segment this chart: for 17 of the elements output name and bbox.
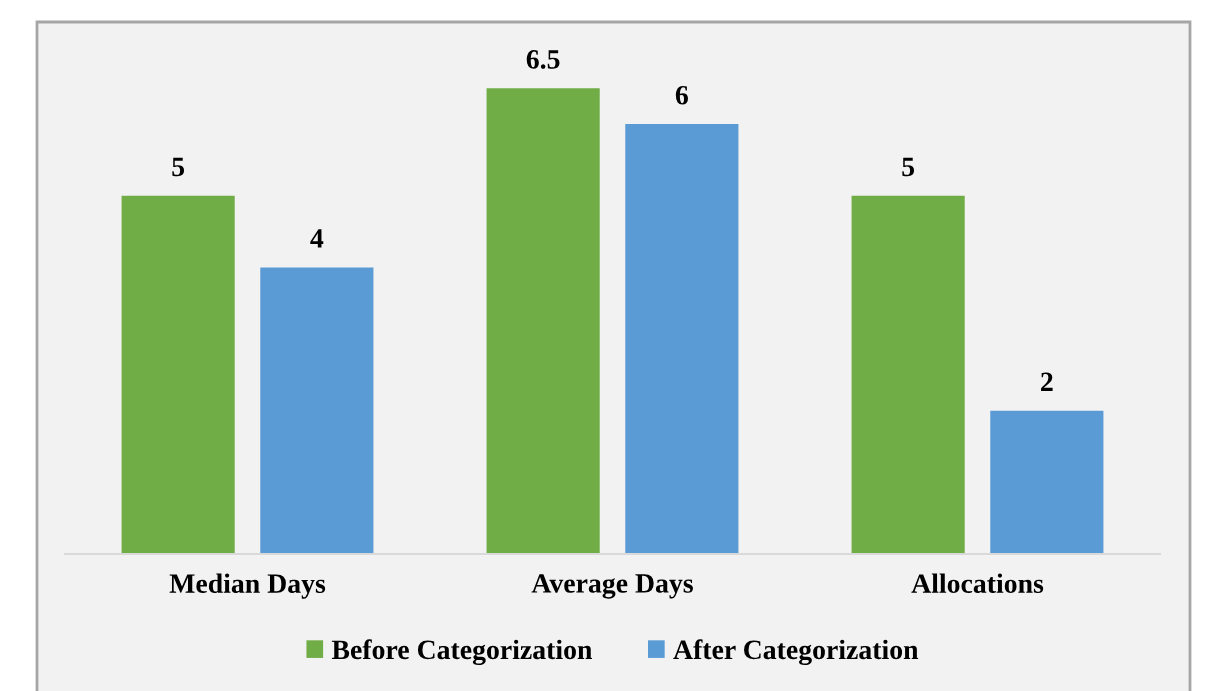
bar: [486, 88, 600, 554]
bar: [625, 124, 739, 554]
bar: [990, 410, 1104, 554]
bar: [851, 195, 965, 554]
x-tick-label: Average Days: [531, 574, 693, 599]
bar: [260, 267, 374, 554]
x-tick-label: Allocations: [911, 573, 1044, 593]
legend-label: Before Categorization: [331, 639, 593, 666]
data-label: 6: [675, 85, 688, 105]
legend-label: After Categorization: [673, 639, 919, 666]
data-label: 2: [1041, 372, 1053, 391]
bar: [121, 195, 235, 554]
x-tick-label: Median Days: [169, 573, 326, 599]
data-label: 5: [172, 157, 185, 177]
data-label: 4: [310, 229, 324, 248]
data-label: 5: [902, 157, 915, 177]
data-label: 6.5: [526, 50, 560, 69]
